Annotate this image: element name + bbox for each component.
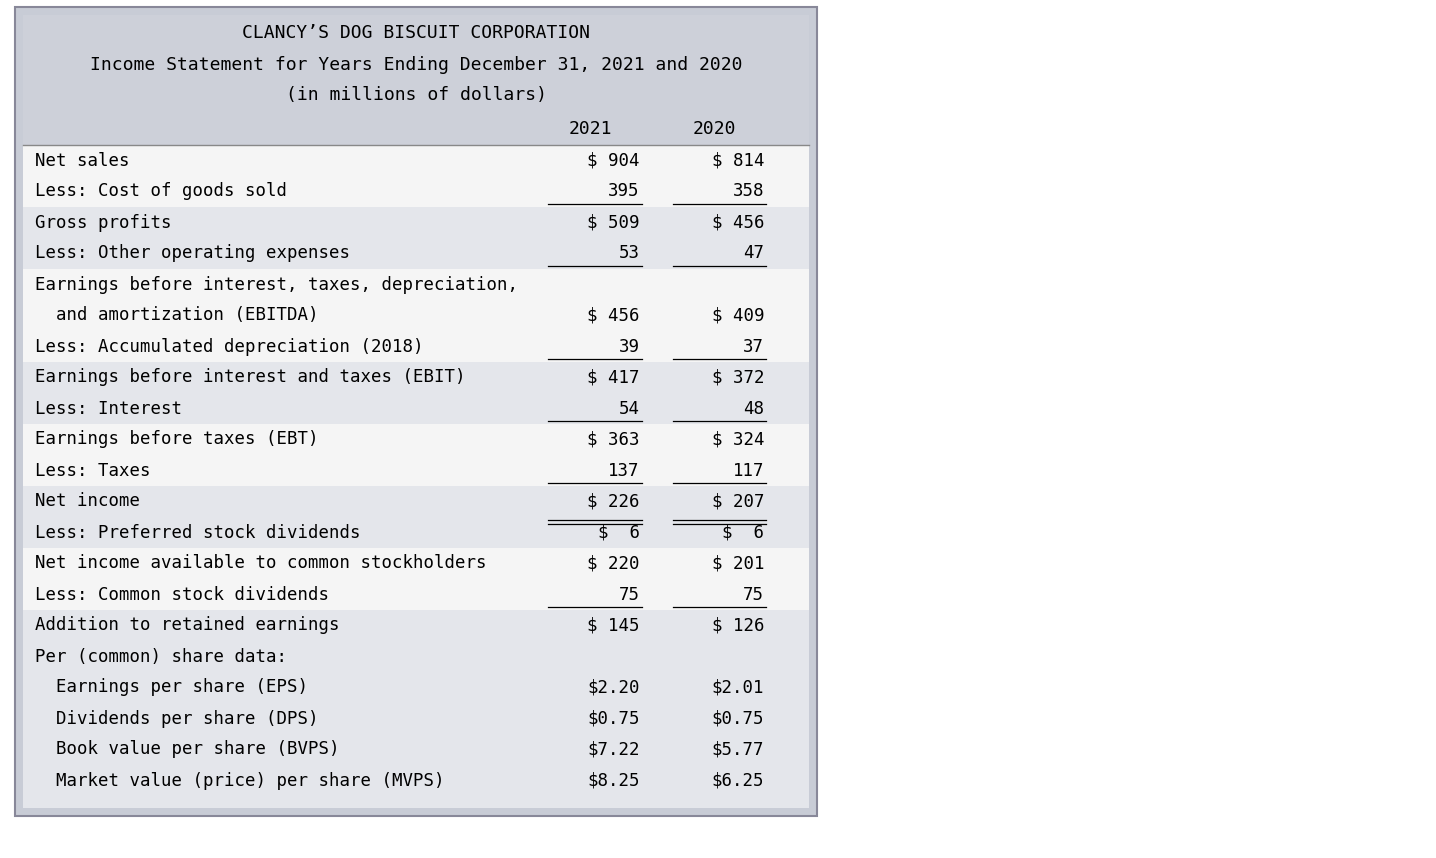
- Text: $  6: $ 6: [722, 523, 764, 541]
- Text: 39: 39: [619, 337, 640, 355]
- Text: $7.22: $7.22: [587, 740, 640, 758]
- Text: $ 417: $ 417: [587, 368, 640, 386]
- Text: Earnings before interest and taxes (EBIT): Earnings before interest and taxes (EBIT…: [36, 368, 465, 386]
- Text: Net sales: Net sales: [36, 152, 129, 170]
- Bar: [23, 393, 808, 424]
- Text: $ 456: $ 456: [587, 306, 640, 324]
- Bar: [23, 269, 808, 300]
- Text: Less: Accumulated depreciation (2018): Less: Accumulated depreciation (2018): [36, 337, 424, 355]
- Bar: [23, 486, 808, 517]
- Text: 48: 48: [742, 400, 764, 418]
- Text: Less: Taxes: Less: Taxes: [36, 462, 151, 480]
- Text: 117: 117: [732, 462, 764, 480]
- Text: $ 509: $ 509: [587, 214, 640, 232]
- Text: Net income available to common stockholders: Net income available to common stockhold…: [36, 554, 487, 572]
- Text: 2021: 2021: [569, 119, 612, 137]
- Text: $ 904: $ 904: [587, 152, 640, 170]
- Text: $ 372: $ 372: [711, 368, 764, 386]
- Text: Earnings per share (EPS): Earnings per share (EPS): [36, 679, 309, 697]
- Text: Income Statement for Years Ending December 31, 2021 and 2020: Income Statement for Years Ending Decemb…: [90, 56, 742, 74]
- Text: $2.20: $2.20: [587, 679, 640, 697]
- Text: $0.75: $0.75: [587, 710, 640, 728]
- Text: $  6: $ 6: [597, 523, 640, 541]
- Text: $ 456: $ 456: [711, 214, 764, 232]
- Text: Net income: Net income: [36, 492, 141, 511]
- Text: CLANCY’S DOG BISCUIT CORPORATION: CLANCY’S DOG BISCUIT CORPORATION: [243, 24, 590, 42]
- Text: $2.01: $2.01: [711, 679, 764, 697]
- Bar: [23, 672, 808, 703]
- Text: 53: 53: [619, 245, 640, 263]
- Bar: [23, 734, 808, 765]
- Bar: [23, 517, 808, 548]
- Text: Earnings before taxes (EBT): Earnings before taxes (EBT): [36, 431, 319, 449]
- Text: 137: 137: [609, 462, 640, 480]
- Text: 395: 395: [609, 183, 640, 201]
- Bar: [23, 796, 808, 808]
- Text: Less: Other operating expenses: Less: Other operating expenses: [36, 245, 350, 263]
- Text: $0.75: $0.75: [711, 710, 764, 728]
- Text: 358: 358: [732, 183, 764, 201]
- Text: 37: 37: [742, 337, 764, 355]
- Text: 54: 54: [619, 400, 640, 418]
- Text: Book value per share (BVPS): Book value per share (BVPS): [36, 740, 340, 758]
- Bar: [23, 579, 808, 610]
- Bar: [23, 238, 808, 269]
- Text: Addition to retained earnings: Addition to retained earnings: [36, 617, 340, 635]
- Bar: [23, 548, 808, 579]
- Text: (in millions of dollars): (in millions of dollars): [286, 86, 547, 104]
- Text: 47: 47: [742, 245, 764, 263]
- Text: Less: Interest: Less: Interest: [36, 400, 182, 418]
- Text: Less: Preferred stock dividends: Less: Preferred stock dividends: [36, 523, 360, 541]
- Bar: [23, 455, 808, 486]
- Text: $ 409: $ 409: [711, 306, 764, 324]
- Bar: [23, 703, 808, 734]
- Bar: [23, 145, 808, 176]
- Bar: [23, 610, 808, 641]
- Bar: [16, 7, 817, 816]
- Text: $ 814: $ 814: [711, 152, 764, 170]
- Bar: [23, 424, 808, 455]
- Text: Less: Cost of goods sold: Less: Cost of goods sold: [36, 183, 287, 201]
- Bar: [23, 331, 808, 362]
- Text: Dividends per share (DPS): Dividends per share (DPS): [36, 710, 319, 728]
- Bar: [23, 176, 808, 207]
- Text: 75: 75: [619, 585, 640, 603]
- Text: Gross profits: Gross profits: [36, 214, 172, 232]
- Bar: [23, 15, 808, 145]
- Text: Earnings before interest, taxes, depreciation,: Earnings before interest, taxes, depreci…: [36, 275, 518, 293]
- Text: 2020: 2020: [692, 119, 737, 137]
- Bar: [23, 207, 808, 238]
- Text: $ 220: $ 220: [587, 554, 640, 572]
- Text: $8.25: $8.25: [587, 771, 640, 789]
- Text: 75: 75: [742, 585, 764, 603]
- Text: $6.25: $6.25: [711, 771, 764, 789]
- Text: $ 145: $ 145: [587, 617, 640, 635]
- Text: $ 324: $ 324: [711, 431, 764, 449]
- Text: $ 226: $ 226: [587, 492, 640, 511]
- Text: Market value (price) per share (MVPS): Market value (price) per share (MVPS): [36, 771, 445, 789]
- Text: $5.77: $5.77: [711, 740, 764, 758]
- Text: and amortization (EBITDA): and amortization (EBITDA): [36, 306, 319, 324]
- Bar: [23, 362, 808, 393]
- Bar: [23, 765, 808, 796]
- Text: Per (common) share data:: Per (common) share data:: [36, 648, 287, 666]
- Bar: [23, 641, 808, 672]
- Text: $ 126: $ 126: [711, 617, 764, 635]
- Text: Less: Common stock dividends: Less: Common stock dividends: [36, 585, 329, 603]
- Bar: [16, 7, 817, 816]
- Bar: [23, 300, 808, 331]
- Text: $ 201: $ 201: [711, 554, 764, 572]
- Text: $ 207: $ 207: [711, 492, 764, 511]
- Text: $ 363: $ 363: [587, 431, 640, 449]
